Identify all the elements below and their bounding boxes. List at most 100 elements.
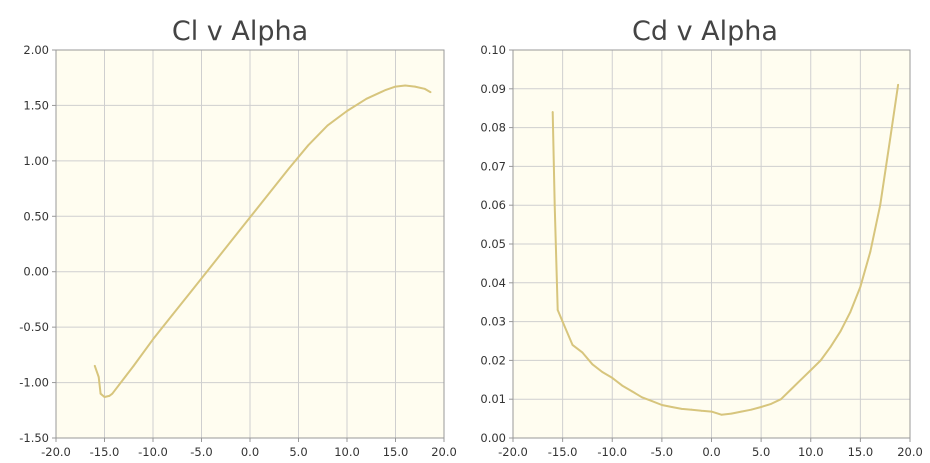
cd-data-point [571,343,574,346]
cl-data-point [249,216,251,219]
cl-x-tick-label: -15.0 [90,445,120,459]
cd-data-point [809,369,812,371]
cd-x-tick-label: -20.0 [498,445,528,459]
cl-y-tick-label: 2.00 [23,43,49,57]
cl-data-point [97,376,100,378]
cl-chart-svg: Cl v Alpha -20.0 -15.0 -10.0 -5.0 0.0 5.0 10.0 1… [19,16,457,459]
cl-data-point [394,85,397,88]
cd-y-tick-label: 0.05 [480,237,506,251]
cd-y-tick-label: 0.04 [480,276,506,290]
cd-data-point [849,311,852,313]
cd-vs-alpha-chart: Cd v Alpha -20.0 -15.0 -10.0 -5.0 0.0 5.0 10.0 1… [465,0,930,463]
cd-data-point [591,363,594,366]
cl-data-point [152,338,154,341]
cd-data-point [631,390,633,393]
cd-chart-svg: Cd v Alpha -20.0 -15.0 -10.0 -5.0 0.0 5.0 10.0 1… [480,16,923,459]
cl-data-point [414,85,416,88]
cl-data-point [423,87,426,90]
cl-x-tick-label: 10.0 [334,445,360,459]
cd-data-point [601,371,604,373]
cl-x-tick-label: 5.0 [289,445,307,459]
cl-data-point [93,365,96,367]
cd-data-point [553,204,556,207]
cd-x-tick-label: -15.0 [548,445,578,459]
cd-y-tick-label: 0.07 [480,159,506,173]
cd-data-point [760,406,763,408]
cd-data-point [730,412,733,415]
cd-data-point [869,250,872,253]
cd-data-point [897,84,899,86]
cd-x-tick-label: 10.0 [798,445,824,459]
cd-x-tick-label: 20.0 [897,445,923,459]
cd-chart-title: Cd v Alpha [632,16,778,47]
cl-data-point [171,314,174,316]
cd-data-point [780,398,782,401]
cd-data-point [710,410,713,413]
cl-vs-alpha-chart: Cl v Alpha -20.0 -15.0 -10.0 -5.0 0.0 5.0 10.0 1… [19,16,457,459]
cd-y-tick-label: 0.01 [480,392,506,406]
cl-data-point [429,91,432,94]
cl-y-tick-label: -0.50 [19,320,49,334]
cd-data-point [790,388,792,391]
cd-data-point [621,384,624,387]
cd-data-point [651,400,653,403]
cd-data-point [819,359,822,362]
cd-data-point [889,138,892,141]
cd-y-tick-label: 0.08 [480,121,506,135]
cl-y-tick-label: 1.00 [23,154,49,168]
cl-y-tick-label: -1.50 [19,431,49,445]
cd-data-point [720,413,723,416]
cl-data-point [346,110,348,112]
cd-y-tick-label: 0.10 [480,43,506,57]
cl-y-tick-label: 0.00 [23,265,49,279]
cd-data-point [641,396,643,399]
cl-data-point [268,192,271,194]
cl-x-tick-label: 0.0 [241,445,259,459]
cd-data-point [799,378,802,381]
cd-x-tick-label: 0.0 [702,445,720,459]
cd-data-point [561,320,564,323]
cd-data-point [680,408,683,410]
cd-y-tick-label: 0.06 [480,198,506,212]
cl-data-point [118,383,120,386]
cl-y-tick-label: -1.00 [19,376,49,390]
cd-data-point [611,376,614,379]
cd-data-point [879,204,882,207]
cd-y-tick-label: 0.02 [480,353,506,367]
cl-data-point [365,97,368,100]
cd-plot-border [512,49,911,439]
cd-data-point [690,408,693,411]
cl-data-point [108,394,111,397]
cd-series-line [551,83,900,416]
cd-data-point [556,309,559,311]
cl-data-point [404,84,407,87]
cl-plot-border [55,49,445,439]
cd-data-point [670,406,673,408]
cl-x-tick-label: 20.0 [431,445,457,459]
cl-data-point [384,89,387,91]
cd-data-point [700,409,703,412]
cl-data-point [307,144,310,147]
cl-data-point [210,265,213,268]
cd-y-tick-label: 0.00 [480,431,506,445]
cl-data-point [103,396,106,398]
cd-data-point [770,402,772,405]
cl-chart-title: Cl v Alpha [172,16,308,47]
cd-data-point [740,410,743,413]
cd-y-tick-label: 0.09 [480,82,506,96]
cl-y-tick-label: 0.50 [23,209,49,223]
cl-x-tick-label: -20.0 [41,445,71,459]
cl-data-point [190,289,193,292]
cd-data-point [660,404,663,406]
cl-x-tick-label: 15.0 [383,445,409,459]
cd-data-point [581,351,584,354]
cd-x-tick-label: 5.0 [752,445,770,459]
cl-data-point [287,167,290,170]
cl-x-tick-label: -5.0 [190,445,212,459]
cl-data-point [326,124,329,127]
cd-x-tick-label: -5.0 [651,445,673,459]
cd-data-point [750,408,753,411]
cd-y-tick-label: 0.03 [480,315,506,329]
cd-data-point [859,285,862,288]
cl-data-point [111,392,114,395]
